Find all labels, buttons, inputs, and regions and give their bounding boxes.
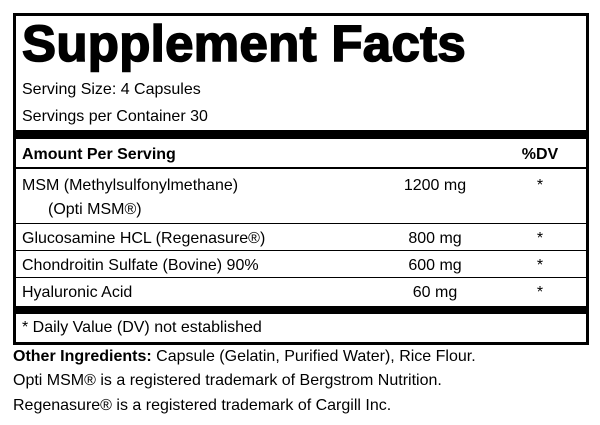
footnote: * Daily Value (DV) not established [22,319,262,336]
trademark-note: Regenasure® is a registered trademark of… [13,397,392,414]
rule [16,277,586,278]
thick-rule [16,306,586,314]
ingredient-amount: 800 mg [408,230,462,247]
ingredient-dv: * [536,257,544,274]
ingredient-dv: * [536,177,544,194]
title: Supplement Facts [21,14,467,73]
header-amount: Amount Per Serving [22,146,176,163]
other-ingredients-label: Other Ingredients: [13,348,152,365]
facts-box [13,13,589,345]
ingredient-amount: 1200 mg [403,177,467,194]
ingredient-dv: * [536,284,544,301]
ingredient-name: Glucosamine HCL (Regenasure®) [22,230,266,247]
ingredient-amount: 60 mg [412,284,458,301]
ingredient-name: Hyaluronic Acid [22,284,133,301]
servings-per-container: Servings per Container 30 [22,108,208,125]
other-ingredients-text: Capsule (Gelatin, Purified Water), Rice … [156,348,476,365]
rule [16,250,586,251]
ingredient-name: Chondroitin Sulfate (Bovine) 90% [22,257,259,274]
rule [16,223,586,224]
other-ingredients: Other Ingredients: Capsule (Gelatin, Pur… [13,347,476,367]
ingredient-dv: * [536,230,544,247]
trademark-note: Opti MSM® is a registered trademark of B… [13,372,442,389]
thick-rule [16,130,586,139]
serving-size: Serving Size: 4 Capsules [22,81,201,98]
ingredient-sub: (Opti MSM®) [48,201,142,218]
ingredient-name: MSM (Methylsulfonylmethane) [22,177,239,194]
ingredient-amount: 600 mg [408,257,462,274]
header-dv: %DV [521,146,559,163]
rule [16,167,586,169]
